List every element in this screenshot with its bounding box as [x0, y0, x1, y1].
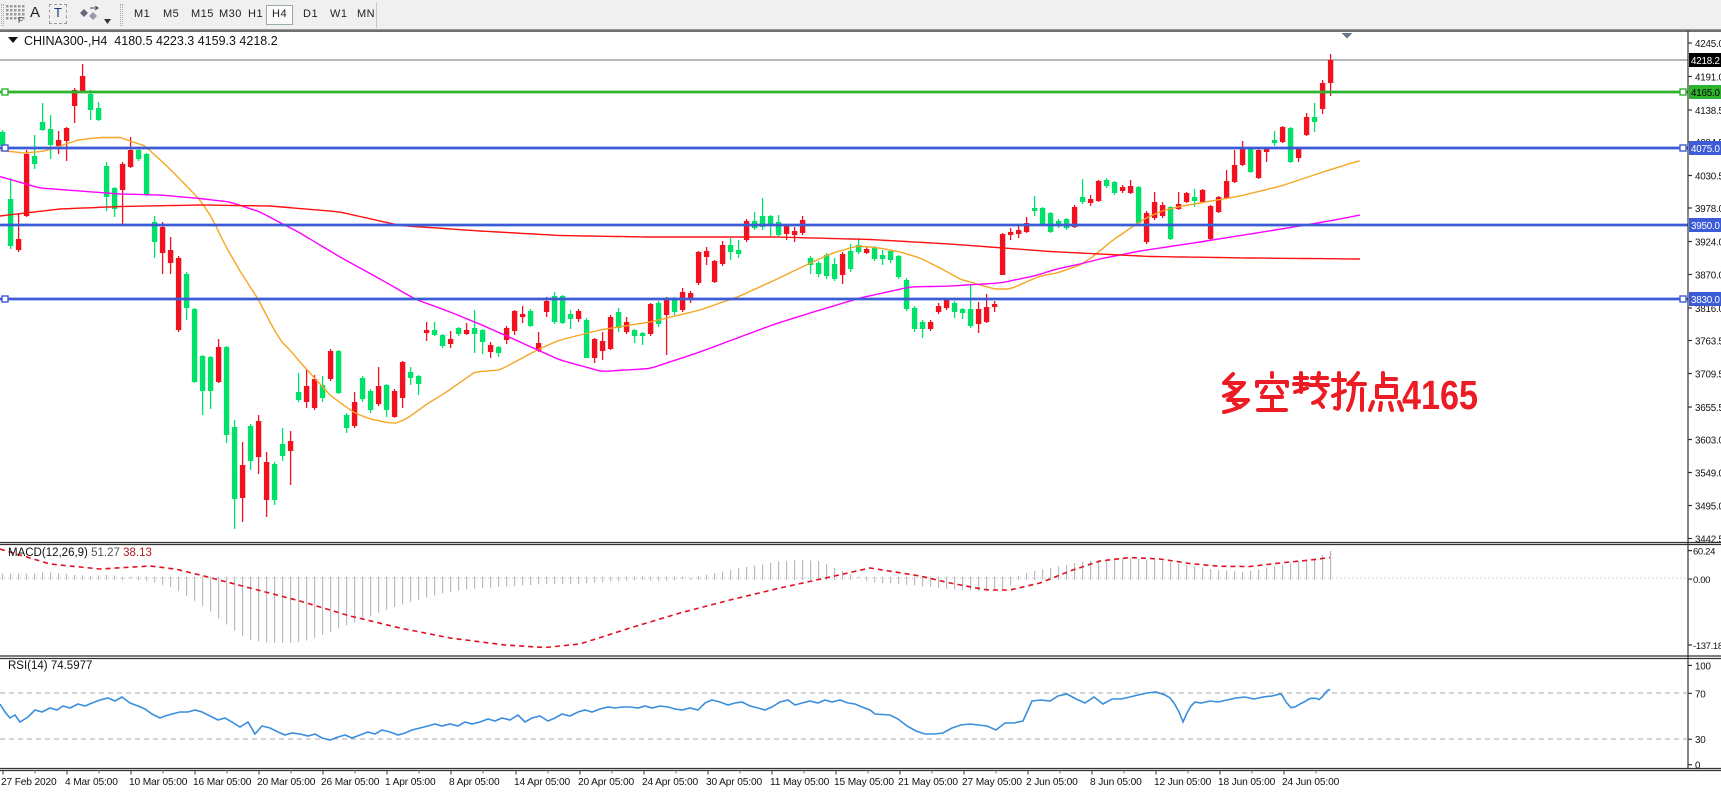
- svg-text:3549.0: 3549.0: [1695, 469, 1721, 480]
- svg-text:30 Apr 05:00: 30 Apr 05:00: [706, 777, 762, 788]
- svg-text:70: 70: [1695, 689, 1706, 700]
- svg-text:10 Mar 05:00: 10 Mar 05:00: [129, 777, 188, 788]
- svg-text:3655.5: 3655.5: [1695, 403, 1721, 414]
- svg-text:3870.0: 3870.0: [1695, 271, 1721, 282]
- svg-text:11 May 05:00: 11 May 05:00: [770, 777, 830, 788]
- svg-text:4165: 4165: [1402, 372, 1478, 418]
- svg-text:3603.0: 3603.0: [1695, 436, 1721, 447]
- svg-text:0.00: 0.00: [1693, 575, 1710, 586]
- svg-text:4218.2: 4218.2: [1691, 56, 1720, 67]
- svg-text:4138.5: 4138.5: [1695, 106, 1721, 117]
- svg-text:RSI(14) 74.5977: RSI(14) 74.5977: [8, 660, 92, 672]
- svg-text:1 Apr 05:00: 1 Apr 05:00: [385, 777, 436, 788]
- svg-text:27 Feb 2020: 27 Feb 2020: [1, 777, 57, 788]
- svg-text:3442.5: 3442.5: [1695, 535, 1721, 546]
- svg-text:20 Mar 05:00: 20 Mar 05:00: [257, 777, 316, 788]
- svg-text:4030.5: 4030.5: [1695, 172, 1721, 183]
- svg-text:F: F: [18, 16, 23, 24]
- svg-text:4075.0: 4075.0: [1691, 144, 1721, 155]
- svg-text:4165.0: 4165.0: [1691, 88, 1721, 99]
- svg-text:0: 0: [1695, 761, 1701, 772]
- svg-text:8 Apr 05:00: 8 Apr 05:00: [449, 777, 500, 788]
- svg-text:30: 30: [1695, 735, 1706, 746]
- svg-text:3709.5: 3709.5: [1695, 370, 1721, 381]
- svg-text:21 May 05:00: 21 May 05:00: [898, 777, 958, 788]
- svg-text:3763.5: 3763.5: [1695, 337, 1721, 348]
- svg-text:CHINA300-,H4 4180.5 4223.3 41: CHINA300-,H4 4180.5 4223.3 4159.3 4218.2: [24, 34, 278, 48]
- svg-text:4 Mar 05:00: 4 Mar 05:00: [65, 777, 118, 788]
- svg-text:3978.0: 3978.0: [1695, 204, 1721, 215]
- svg-text:27 May 05:00: 27 May 05:00: [962, 777, 1022, 788]
- svg-text:4245.0: 4245.0: [1695, 39, 1721, 50]
- svg-text:4191.0: 4191.0: [1695, 73, 1721, 84]
- svg-text:24 Jun 05:00: 24 Jun 05:00: [1282, 777, 1340, 788]
- svg-text:MACD(12,26,9) 51.27 38.13: MACD(12,26,9) 51.27 38.13: [8, 547, 152, 559]
- svg-text:18 Jun 05:00: 18 Jun 05:00: [1218, 777, 1276, 788]
- svg-text:3924.0: 3924.0: [1695, 238, 1721, 249]
- svg-text:8 Jun 05:00: 8 Jun 05:00: [1090, 777, 1142, 788]
- svg-text:20 Apr 05:00: 20 Apr 05:00: [578, 777, 634, 788]
- svg-text:16 Mar 05:00: 16 Mar 05:00: [193, 777, 252, 788]
- svg-text:3950.0: 3950.0: [1691, 221, 1721, 232]
- svg-text:15 May 05:00: 15 May 05:00: [834, 777, 894, 788]
- svg-text:12 Jun 05:00: 12 Jun 05:00: [1154, 777, 1212, 788]
- svg-text:60.24: 60.24: [1693, 547, 1715, 558]
- svg-text:2 Jun 05:00: 2 Jun 05:00: [1026, 777, 1078, 788]
- svg-text:24 Apr 05:00: 24 Apr 05:00: [642, 777, 698, 788]
- svg-text:-137.18: -137.18: [1693, 641, 1721, 652]
- svg-text:26 Mar 05:00: 26 Mar 05:00: [321, 777, 380, 788]
- svg-text:100: 100: [1695, 661, 1711, 672]
- svg-text:3830.0: 3830.0: [1691, 295, 1721, 306]
- svg-text:14 Apr 05:00: 14 Apr 05:00: [514, 777, 570, 788]
- svg-text:3495.0: 3495.0: [1695, 502, 1721, 513]
- svg-text:3816.0: 3816.0: [1695, 304, 1721, 315]
